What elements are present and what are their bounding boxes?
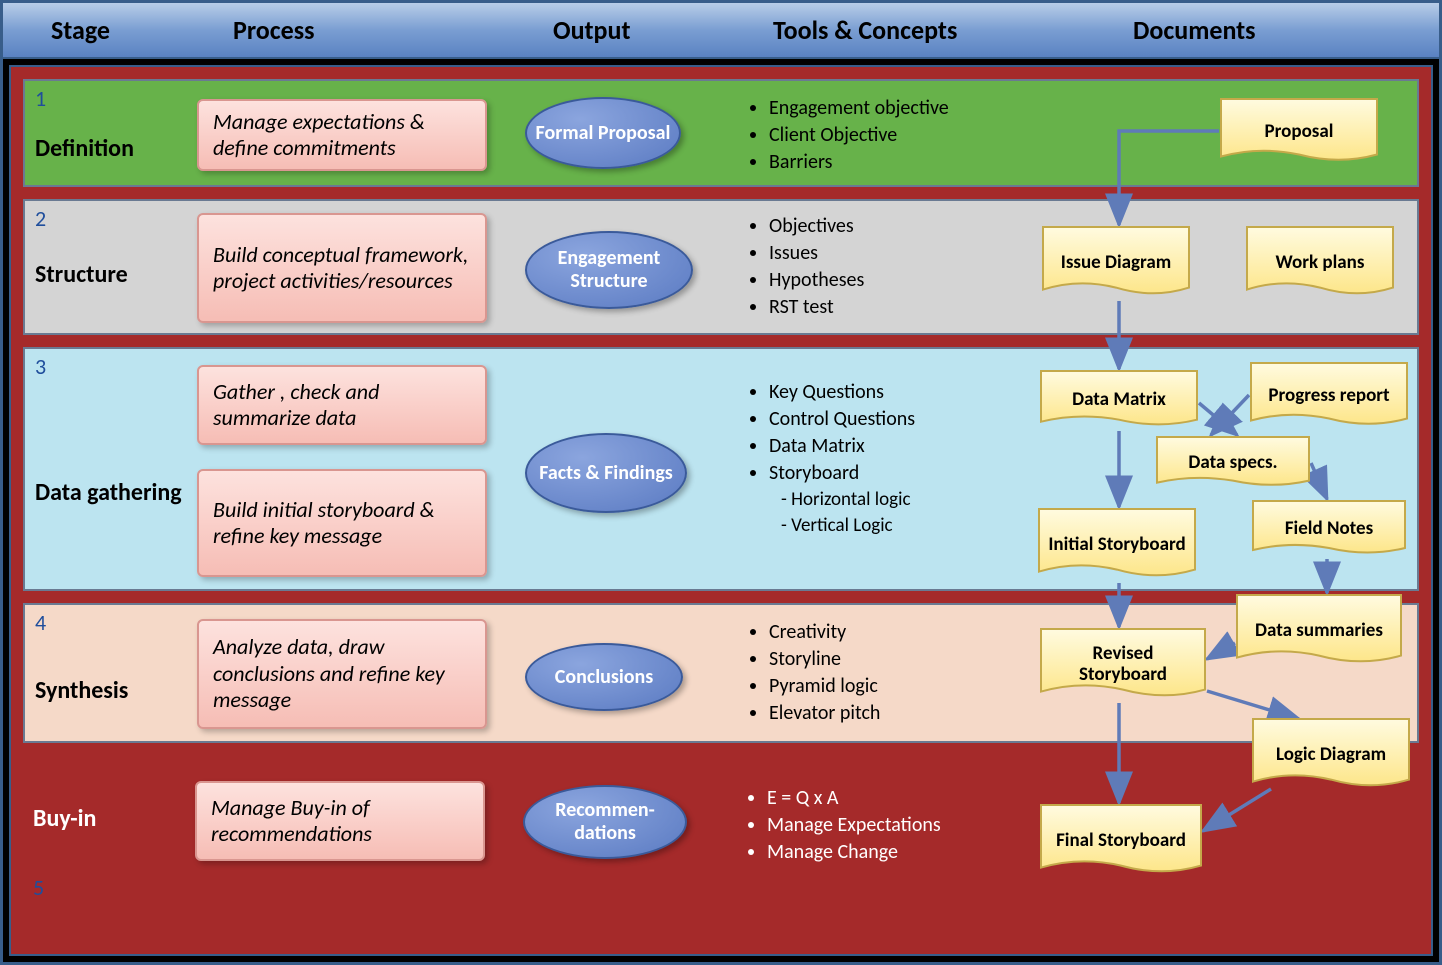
stage-label: Structure [35,261,128,289]
document-label: Initial Storyboard [1048,535,1185,556]
header-bar: Stage Process Output Tools & Concepts Do… [3,3,1439,59]
tool-item: Data Matrix [769,433,1025,460]
stage-number: 2 [35,205,46,232]
process-box: Manage Buy-in of recommendations [195,781,485,861]
tools-list: E = Q x AManage ExpectationsManage Chang… [743,785,1023,866]
process-box: Gather , check and summarize data [197,365,487,445]
stage-row-1: 1 Definition Manage expectations & define … [23,79,1419,187]
document-field-notes: Field Notes [1251,499,1407,559]
col-output: Output [553,14,630,46]
document-revised-storyboard: Revised Storyboard [1039,627,1207,703]
tool-item: Key Questions [769,379,1025,406]
output-ellipse: Formal Proposal [525,97,681,169]
main-area: 1 Definition Manage expectations & define … [9,65,1433,956]
document-label: Field Notes [1285,519,1373,540]
tool-subitem: - Horizontal logic [745,487,1025,513]
document-data-matrix: Data Matrix [1039,369,1199,431]
document-label: Progress report [1268,386,1389,407]
tool-item: Manage Expectations [767,812,1023,839]
tool-subitem: - Vertical Logic [745,513,1025,539]
col-documents: Documents [1133,14,1256,46]
output-ellipse: Facts & Findings [525,433,687,513]
tool-item: Manage Change [767,839,1023,866]
tool-item: Issues [769,240,1025,267]
stage-label: Buy-in [33,805,96,833]
stage-row-4: 4 Synthesis Analyze data, draw conclusions… [23,603,1419,743]
document-logic-diagram: Logic Diagram [1251,717,1411,793]
tool-item: Pyramid logic [769,673,1025,700]
process-box: Build conceptual framework, project acti… [197,213,487,323]
document-data-specs: Data specs. [1155,435,1311,491]
document-label: Logic Diagram [1276,745,1386,766]
process-box: Manage expectations & define commitments [197,99,487,171]
stage-row-2: 2 Structure Build conceptual framework, pr… [23,199,1419,335]
col-tools: Tools & Concepts [773,14,957,46]
tool-item: Client Objective [769,122,1025,149]
document-label: Proposal [1265,122,1334,143]
stage-number: 3 [35,353,46,380]
tools-list: ObjectivesIssuesHypothesesRST test [745,213,1025,321]
document-work-plans: Work plans [1245,225,1395,301]
document-issue-diagram: Issue Diagram [1041,225,1191,301]
document-label: Data summaries [1255,621,1383,642]
document-proposal: Proposal [1219,97,1379,167]
stage-row-5: 5 Buy-in Manage Buy-in of recommendations R… [23,755,1419,905]
tool-item: Creativity [769,619,1025,646]
stage-number: 5 [33,874,44,901]
output-ellipse: Engagement Structure [525,231,693,309]
stage-label: Definition [35,135,134,163]
process-box: Build initial storyboard & refine key me… [197,469,487,577]
stage-label: Synthesis [35,677,128,705]
tool-item: Storyline [769,646,1025,673]
document-label: Final Storyboard [1056,831,1186,852]
col-stage: Stage [51,14,110,46]
document-data-summaries: Data summaries [1235,593,1403,669]
document-label: Data Matrix [1072,390,1166,411]
stage-label: Data gathering [35,479,182,507]
tool-item: Objectives [769,213,1025,240]
tool-item: Engagement objective [769,95,1025,122]
document-label: Data specs. [1188,453,1277,474]
document-label: Work plans [1276,253,1365,274]
tools-list: Key QuestionsControl QuestionsData Matri… [745,379,1025,538]
col-process: Process [233,14,314,46]
tool-item: Barriers [769,149,1025,176]
tools-list: CreativityStorylinePyramid logicElevator… [745,619,1025,727]
document-progress-report: Progress report [1249,361,1409,431]
tool-item: E = Q x A [767,785,1023,812]
tool-item: Control Questions [769,406,1025,433]
output-ellipse: Conclusions [525,643,683,711]
document-initial-storyboard: Initial Storyboard [1037,507,1197,583]
tool-item: RST test [769,294,1025,321]
document-label: Issue Diagram [1061,253,1171,274]
tool-item: Hypotheses [769,267,1025,294]
output-ellipse: Recommen-dations [523,785,687,859]
diagram-canvas: Stage Process Output Tools & Concepts Do… [0,0,1442,965]
document-label: Revised Storyboard [1047,644,1199,686]
stage-number: 1 [35,85,46,112]
process-box: Analyze data, draw conclusions and refin… [197,619,487,729]
tool-item: Storyboard [769,460,1025,487]
tools-list: Engagement objectiveClient ObjectiveBarr… [745,95,1025,176]
tool-item: Elevator pitch [769,700,1025,727]
stage-number: 4 [35,609,46,636]
document-final-storyboard: Final Storyboard [1039,803,1203,879]
